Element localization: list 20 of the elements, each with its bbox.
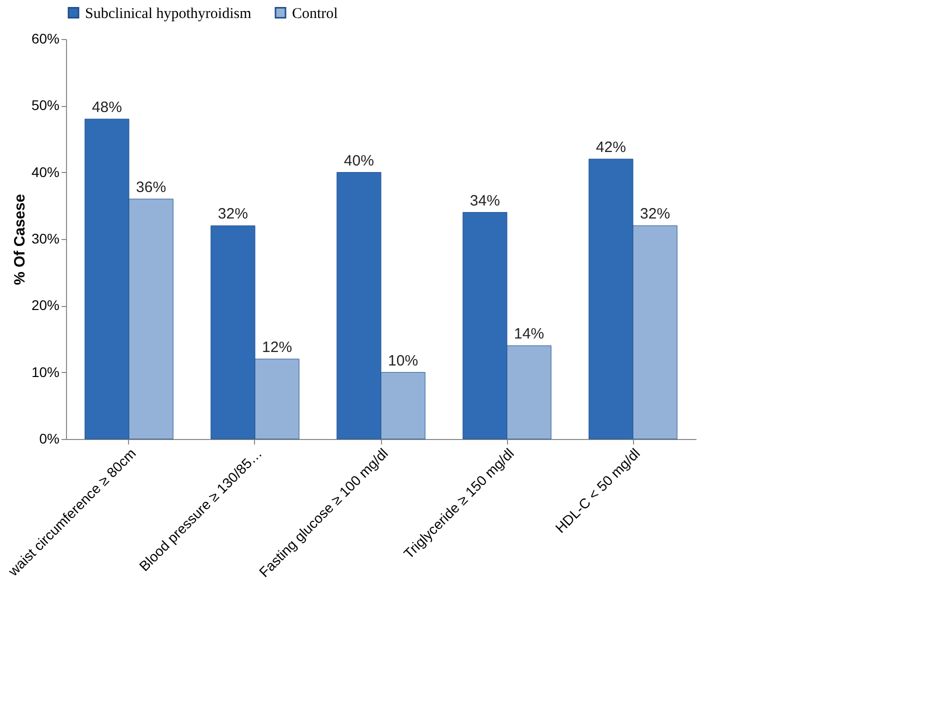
y-tick-label: 40% <box>31 164 60 180</box>
legend-label: Subclinical hypothyroidism <box>85 6 252 22</box>
data-label: 34% <box>470 192 500 210</box>
data-label: 10% <box>388 352 418 370</box>
data-label: 14% <box>514 326 544 343</box>
data-label: 42% <box>596 139 626 156</box>
data-label: 12% <box>262 339 292 356</box>
y-tick-label: 60% <box>31 30 60 46</box>
y-tick-label: 0% <box>39 430 60 446</box>
data-label: 40% <box>344 152 374 170</box>
y-tick-label: 20% <box>31 297 60 314</box>
data-label: 32% <box>640 206 670 223</box>
y-tick-label: 30% <box>31 230 60 246</box>
data-label: 32% <box>218 206 248 223</box>
y-tick-label: 50% <box>31 97 60 114</box>
data-label: 36% <box>136 179 166 196</box>
legend-label: Control <box>292 6 338 22</box>
y-axis-title: % Of Casese <box>11 194 28 285</box>
y-tick-label: 10% <box>31 364 60 380</box>
data-label: 48% <box>92 99 122 116</box>
